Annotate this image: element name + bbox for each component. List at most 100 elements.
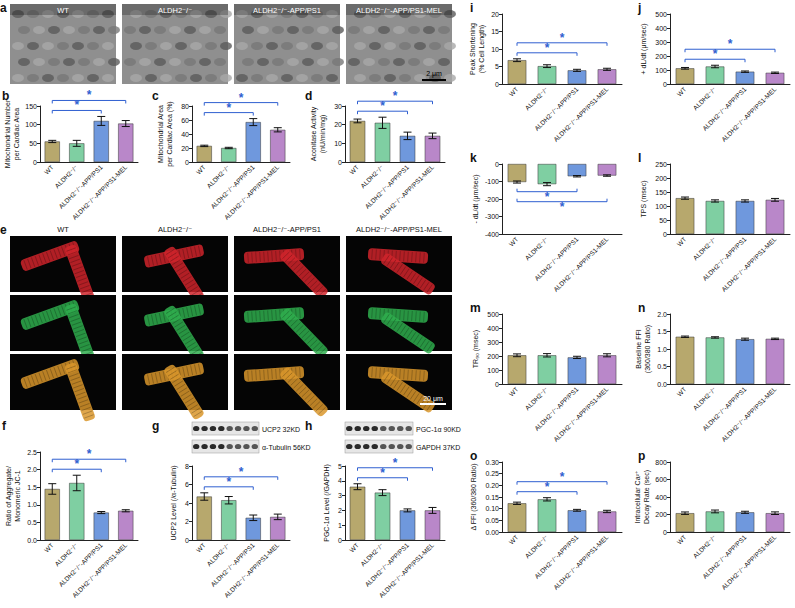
- svg-text:0: 0: [185, 159, 189, 166]
- svg-text:m: m: [470, 301, 481, 315]
- svg-text:ALDH2⁻/⁻-APP/PS1-MEL: ALDH2⁻/⁻-APP/PS1-MEL: [378, 163, 436, 221]
- svg-text:GAPDH 37KD: GAPDH 37KD: [416, 444, 460, 451]
- svg-text:*: *: [393, 456, 398, 470]
- svg-text:20: 20: [491, 11, 499, 18]
- svg-text:ALDH2⁻/⁻: ALDH2⁻/⁻: [53, 542, 79, 568]
- svg-text:a: a: [0, 1, 7, 15]
- svg-text:WT: WT: [195, 164, 207, 176]
- svg-text:TR₉₀ (msec): TR₉₀ (msec): [472, 330, 480, 368]
- svg-text:1.5: 1.5: [657, 328, 667, 335]
- svg-text:ALDH2⁻/⁻: ALDH2⁻/⁻: [205, 164, 231, 190]
- svg-text:ALDH2⁻/⁻-APP/PS1-MEL: ALDH2⁻/⁻-APP/PS1-MEL: [720, 385, 778, 443]
- svg-text:Aconitase Activity: Aconitase Activity: [310, 106, 318, 161]
- svg-text:c: c: [152, 89, 159, 103]
- svg-text:Mitochondrial Area: Mitochondrial Area: [157, 105, 164, 163]
- svg-text:0: 0: [185, 537, 189, 544]
- svg-text:ALDH2⁻/⁻: ALDH2⁻/⁻: [359, 164, 385, 190]
- svg-text:per Cardiac Area: per Cardiac Area: [13, 108, 21, 161]
- svg-text:WT: WT: [57, 6, 69, 15]
- svg-text:-400: -400: [485, 231, 499, 238]
- svg-text:f: f: [2, 419, 7, 433]
- svg-text:ALDH2⁻/⁻-APP/PS1: ALDH2⁻/⁻-APP/PS1: [363, 541, 410, 588]
- svg-text:200: 200: [487, 353, 499, 360]
- svg-text:ALDH2⁻/⁻-APP/PS1-MEL: ALDH2⁻/⁻-APP/PS1-MEL: [71, 541, 129, 599]
- svg-text:ALDH2⁻/⁻: ALDH2⁻/⁻: [524, 86, 550, 112]
- svg-text:*: *: [728, 37, 733, 51]
- svg-text:6: 6: [185, 481, 189, 488]
- svg-text:ALDH2⁻/⁻-APP/PS1-MEL: ALDH2⁻/⁻-APP/PS1-MEL: [552, 235, 610, 293]
- svg-text:l: l: [638, 151, 641, 165]
- svg-text:150: 150: [655, 189, 667, 196]
- svg-text:ALDH2⁻/⁻-APP/PS1: ALDH2⁻/⁻-APP/PS1: [57, 163, 104, 210]
- svg-text:500: 500: [655, 11, 667, 18]
- svg-text:3: 3: [338, 492, 342, 499]
- svg-text:2 μm: 2 μm: [426, 70, 442, 78]
- svg-text:ALDH2⁻/⁻: ALDH2⁻/⁻: [692, 534, 718, 560]
- svg-text:0: 0: [663, 81, 667, 88]
- svg-text:i: i: [470, 1, 473, 15]
- svg-text:PGC-1α 90KD: PGC-1α 90KD: [416, 426, 461, 433]
- svg-text:80: 80: [181, 103, 189, 110]
- svg-text:h: h: [305, 419, 312, 433]
- svg-text:20: 20: [334, 121, 342, 128]
- svg-text:800: 800: [655, 459, 667, 466]
- svg-text:TPS (msec): TPS (msec): [640, 181, 648, 218]
- svg-text:ALDH2⁻/⁻-APP/PS1-MEL: ALDH2⁻/⁻-APP/PS1-MEL: [378, 541, 436, 599]
- svg-text:Intracellular Ca²⁺: Intracellular Ca²⁺: [634, 470, 641, 523]
- svg-text:0: 0: [495, 381, 499, 388]
- svg-text:ALDH2⁻/⁻: ALDH2⁻/⁻: [158, 6, 192, 15]
- svg-text:ALDH2⁻/⁻-APP/PS1: ALDH2⁻/⁻-APP/PS1: [253, 6, 321, 15]
- svg-text:50: 50: [659, 217, 667, 224]
- svg-text:-200: -200: [485, 196, 499, 203]
- svg-text:o: o: [470, 449, 477, 463]
- svg-text:d: d: [305, 89, 312, 103]
- svg-text:400: 400: [487, 325, 499, 332]
- svg-text:0.10: 0.10: [485, 505, 499, 512]
- svg-text:Mitochondrial Number: Mitochondrial Number: [4, 99, 11, 168]
- svg-text:ALDH2⁻/⁻-APP/PS1-MEL: ALDH2⁻/⁻-APP/PS1-MEL: [223, 163, 281, 221]
- svg-text:ALDH2⁻/⁻-APP/PS1-MEL: ALDH2⁻/⁻-APP/PS1-MEL: [720, 533, 778, 591]
- svg-text:2.0: 2.0: [27, 466, 37, 473]
- svg-text:WT: WT: [43, 164, 55, 176]
- svg-text:*: *: [239, 465, 244, 479]
- svg-text:0.5: 0.5: [657, 363, 667, 370]
- svg-text:p: p: [638, 449, 645, 463]
- svg-text:4: 4: [338, 477, 342, 484]
- svg-text:*: *: [393, 89, 398, 103]
- svg-text:ALDH2⁻/⁻-APP/PS1-MEL: ALDH2⁻/⁻-APP/PS1-MEL: [552, 385, 610, 443]
- svg-text:Ratio of Aggregate/: Ratio of Aggregate/: [5, 466, 13, 526]
- svg-text:ALDH2⁻/⁻: ALDH2⁻/⁻: [692, 86, 718, 112]
- svg-text:0.05: 0.05: [485, 517, 499, 524]
- svg-text:ALDH2⁻/⁻: ALDH2⁻/⁻: [524, 534, 550, 560]
- svg-text:5: 5: [495, 63, 499, 70]
- svg-text:ALDH2⁻/⁻-APP/PS1: ALDH2⁻/⁻-APP/PS1: [57, 541, 104, 588]
- svg-text:300: 300: [487, 339, 499, 346]
- svg-text:g: g: [152, 419, 159, 433]
- svg-text:0.0: 0.0: [27, 537, 37, 544]
- svg-text:n: n: [638, 301, 645, 315]
- svg-text:1: 1: [338, 522, 342, 529]
- svg-text:ALDH2⁻/⁻: ALDH2⁻/⁻: [524, 386, 550, 412]
- svg-text:ALDH2⁻/⁻: ALDH2⁻/⁻: [53, 164, 79, 190]
- svg-text:j: j: [637, 1, 641, 15]
- svg-text:0.00: 0.00: [485, 529, 499, 536]
- svg-text:1.0: 1.0: [27, 501, 37, 508]
- svg-text:200: 200: [655, 511, 667, 518]
- svg-text:0.30: 0.30: [485, 459, 499, 466]
- svg-text:100: 100: [487, 367, 499, 374]
- svg-text:ALDH2⁻/⁻-APP/PS1: ALDH2⁻/⁻-APP/PS1: [209, 541, 256, 588]
- svg-text:ALDH2⁻/⁻-APP/PS1: ALDH2⁻/⁻-APP/PS1: [253, 225, 321, 234]
- svg-text:0: 0: [495, 161, 499, 168]
- svg-text:α-Tubulin 56KD: α-Tubulin 56KD: [262, 444, 311, 451]
- svg-text:0.25: 0.25: [485, 470, 499, 477]
- svg-text:20 μm: 20 μm: [423, 395, 443, 403]
- svg-text:Monomeric JC-1: Monomeric JC-1: [14, 470, 21, 521]
- svg-text:WT: WT: [57, 225, 69, 234]
- svg-text:250: 250: [655, 161, 667, 168]
- svg-text:- dL/dt (μm/sec): - dL/dt (μm/sec): [472, 174, 480, 223]
- svg-text:*: *: [560, 200, 565, 214]
- svg-text:300: 300: [655, 39, 667, 46]
- svg-text:50: 50: [29, 140, 37, 147]
- svg-text:10: 10: [491, 46, 499, 53]
- svg-text:2.0: 2.0: [657, 311, 667, 318]
